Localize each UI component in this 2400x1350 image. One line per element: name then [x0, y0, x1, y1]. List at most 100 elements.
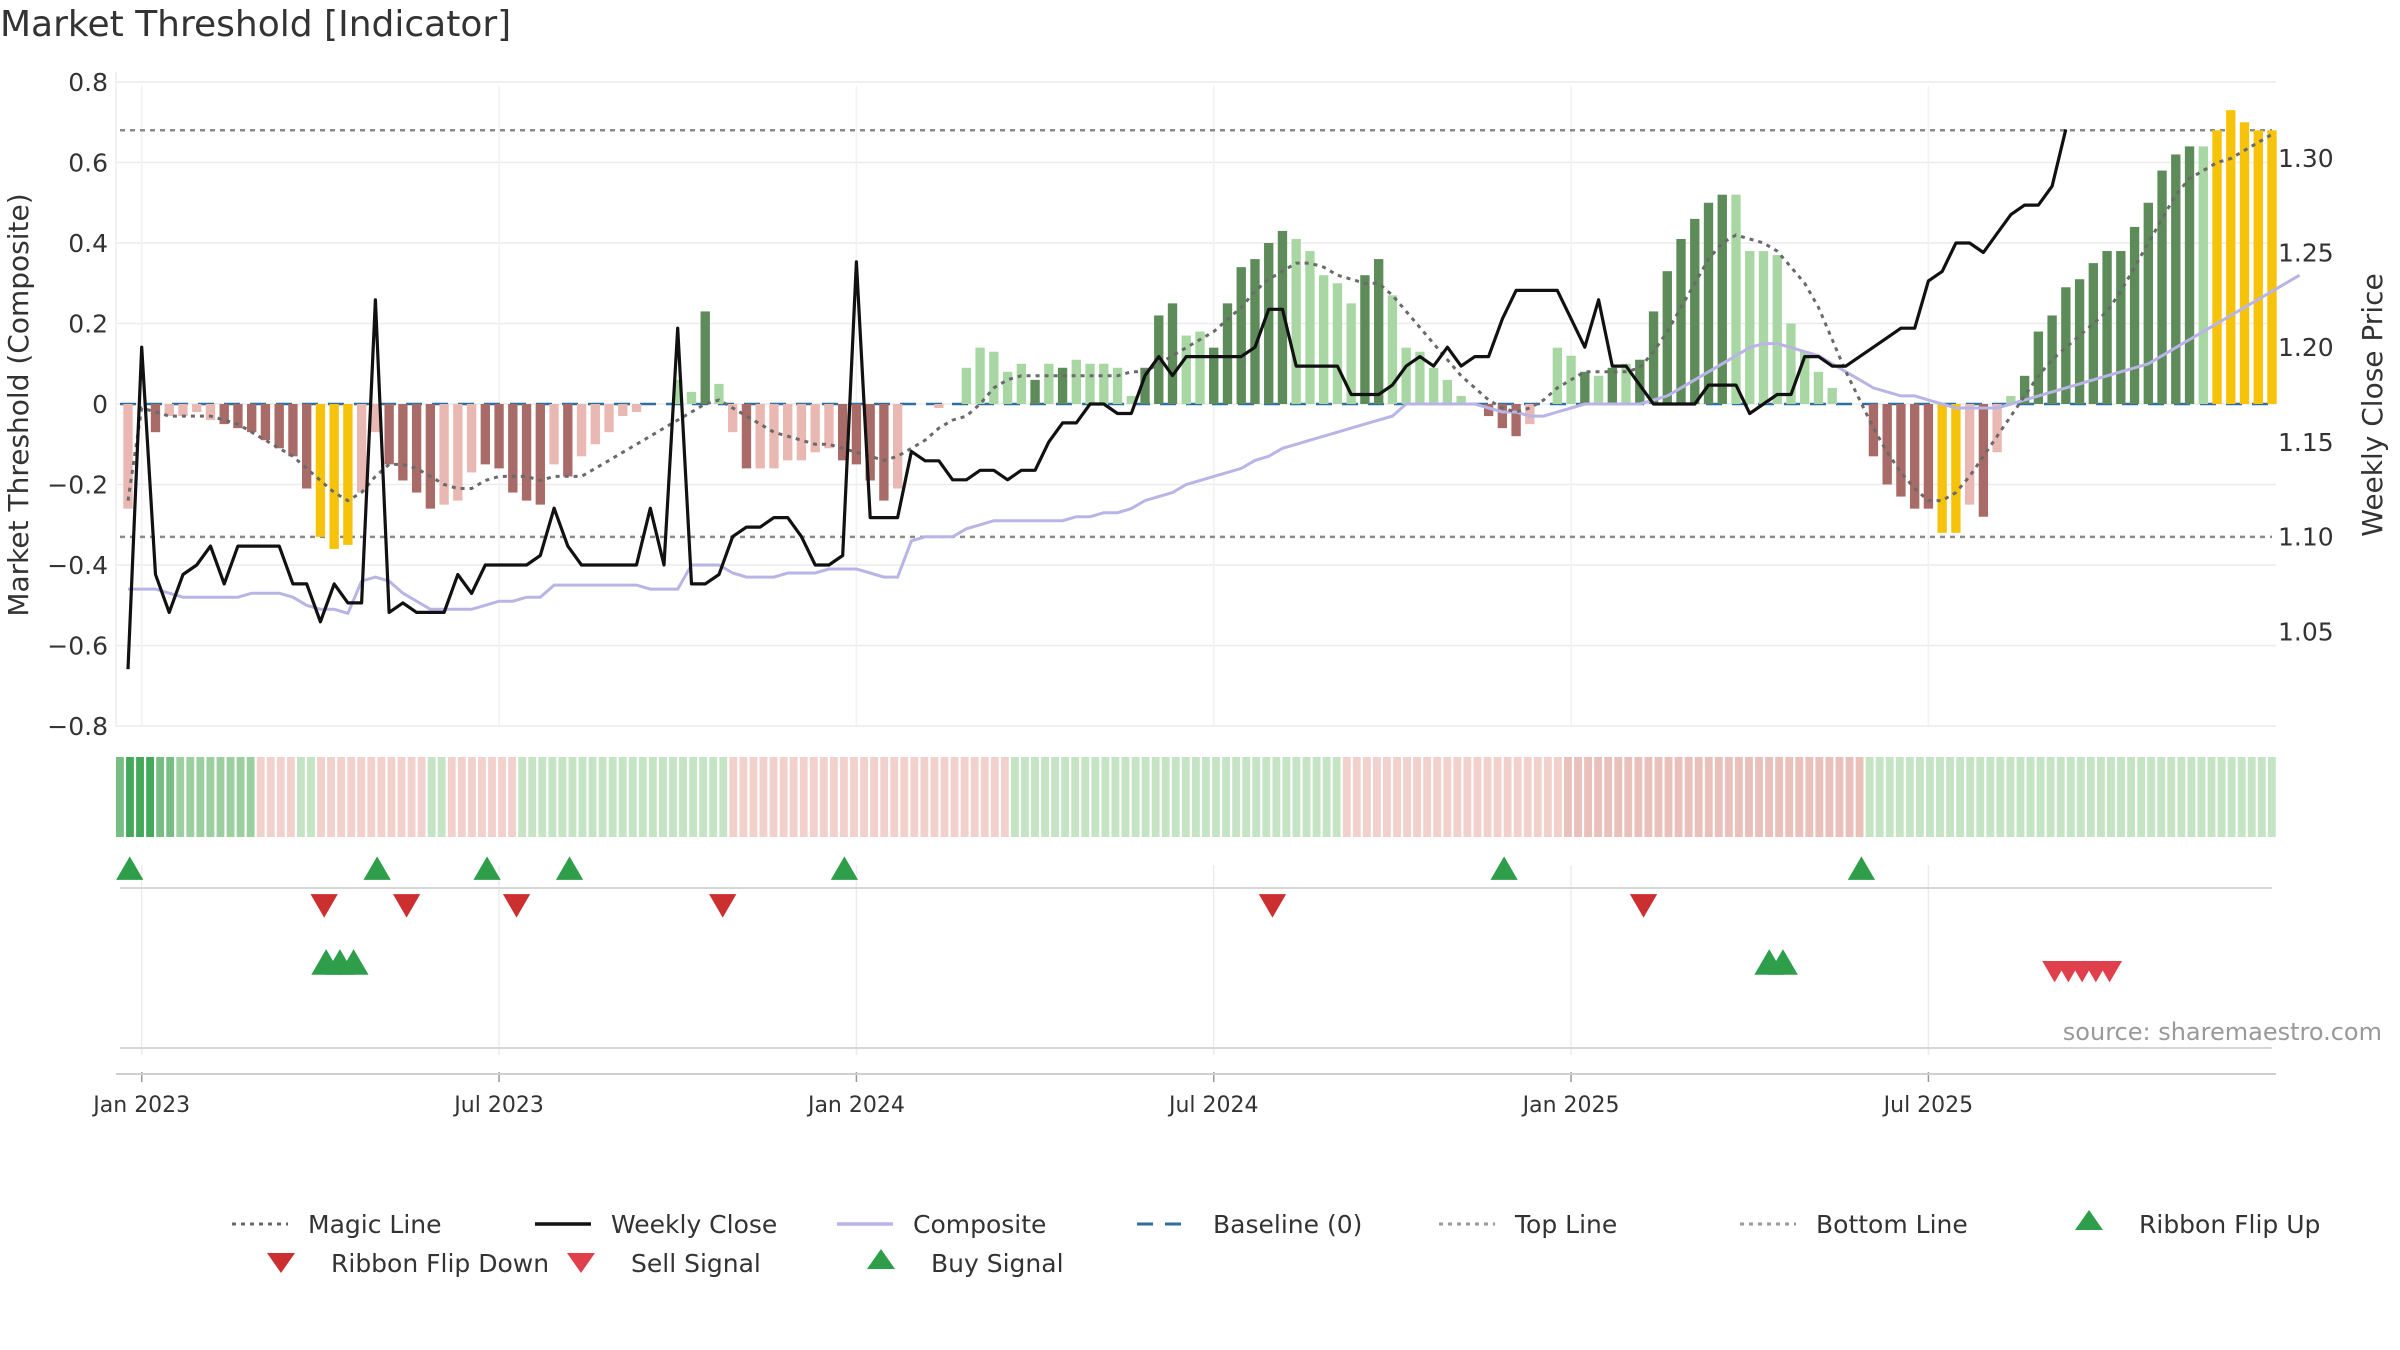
ribbon-cell	[1674, 757, 1683, 837]
ribbon-cell	[2096, 757, 2105, 837]
magic-line	[126, 133, 2273, 503]
ribbon-cell	[2247, 757, 2256, 837]
composite-bar	[714, 383, 724, 404]
ribbon-cell	[1734, 757, 1743, 837]
composite-bar	[769, 404, 779, 469]
composite-bar	[2061, 287, 2071, 404]
ribbon-cell	[1292, 757, 1301, 837]
axes: 0.8 0.6 0.4 0.2 0 −0.2 −0.4 −0.6 −0.8 1.30 1.25 1.2…	[47, 68, 2333, 1118]
ribbon-cell	[1795, 757, 1804, 837]
ribbon-cell	[136, 757, 144, 837]
composite-bar	[494, 404, 504, 469]
composite-bar	[439, 404, 449, 505]
ribbon-cell	[1644, 757, 1653, 837]
composite-bar	[219, 404, 229, 425]
ribbon-cell	[900, 757, 909, 837]
composite-bar	[1731, 194, 1741, 404]
ribbon-cell	[648, 757, 657, 837]
ribbon-cell	[508, 757, 517, 837]
ribbon-cell	[1875, 757, 1884, 837]
ribbon-cell	[317, 757, 325, 837]
ribbon-cell	[457, 757, 466, 837]
ribbon-cell	[1946, 757, 1955, 837]
ribbon-flip-down-marker	[1258, 894, 1287, 918]
ribbon-cell	[1634, 757, 1643, 837]
composite-bar	[508, 404, 518, 493]
ribbon-cell	[709, 757, 718, 837]
composite-bar	[741, 404, 752, 469]
composite-bar	[631, 404, 642, 413]
legend-item: Ribbon Flip Down	[267, 1249, 549, 1278]
ribbon-cell	[196, 757, 205, 837]
y-tick-label: −0.6	[47, 632, 108, 661]
composite-bar	[1319, 275, 1329, 404]
ribbon-cell	[2147, 757, 2156, 837]
ribbon-cell	[588, 757, 597, 837]
ribbon-cell	[1010, 757, 1019, 837]
ribbon-cell	[2016, 757, 2025, 837]
composite-bar	[1140, 367, 1150, 404]
ribbon-cell	[719, 757, 728, 837]
ribbon-flip-down-marker	[392, 894, 421, 918]
ribbon-cell	[1724, 757, 1733, 837]
ribbon-cell	[1996, 757, 2005, 837]
ribbon-cell	[1966, 757, 1975, 837]
ribbon-cell	[1202, 757, 1210, 837]
composite-bar	[301, 404, 312, 489]
composite-bar	[1428, 367, 1439, 404]
ribbon-flip-down-marker	[502, 894, 531, 918]
composite-bar	[1635, 359, 1645, 404]
ribbon-cell	[276, 757, 285, 837]
ribbon-cell	[2217, 757, 2226, 837]
ribbon-cell	[1905, 757, 1914, 837]
ribbon-cell	[417, 757, 426, 837]
composite-bar	[563, 404, 573, 477]
legend-item: Weekly Close	[535, 1210, 777, 1239]
ribbon-cell	[1624, 757, 1633, 837]
ribbon-cell	[880, 757, 889, 837]
ribbon-flip-down-marker	[709, 894, 737, 918]
ribbon-cell	[1604, 757, 1613, 837]
ribbon-cell	[2267, 757, 2276, 837]
composite-bar	[1483, 404, 1494, 417]
ribbon-cell	[1262, 757, 1271, 837]
ribbon-cell	[1111, 757, 1120, 837]
composite-bar	[1593, 375, 1604, 404]
ribbon-cell	[799, 757, 808, 837]
ribbon-cell	[1222, 757, 1230, 837]
y-tick-label: −0.4	[47, 551, 108, 580]
composite-bar	[1002, 371, 1013, 404]
composite-bar	[576, 404, 587, 457]
composite-bar	[2129, 226, 2140, 404]
ribbon-cell	[1232, 757, 1241, 837]
composite-bar	[1992, 404, 2002, 453]
composite-bar	[1909, 404, 1920, 509]
composite-bar	[2006, 395, 2016, 404]
ribbon-cell	[1322, 757, 1331, 837]
ribbon-cell	[1584, 757, 1592, 837]
composite-bar	[1291, 238, 1301, 404]
ribbon-cell	[447, 757, 456, 837]
ribbon-cell	[1523, 757, 1532, 837]
ribbon-flip-up-marker	[830, 856, 859, 880]
composite-bar	[1044, 363, 1054, 404]
ribbon-cell	[1714, 757, 1723, 837]
ribbon-cell	[1000, 757, 1009, 837]
composite-bar	[1057, 367, 1068, 404]
composite-bar	[961, 367, 972, 404]
legend-label: Composite	[913, 1210, 1046, 1239]
ribbon-cell	[1171, 757, 1180, 837]
ribbon-cell	[1282, 757, 1291, 837]
ribbon-cell	[1755, 757, 1763, 837]
composite-bar	[2102, 251, 2112, 404]
composite-bar	[1085, 363, 1095, 404]
ribbon-cell	[1071, 757, 1080, 837]
ribbon-cell	[1976, 757, 1985, 837]
composite-bar	[1690, 218, 1700, 404]
ribbon-cell	[2177, 757, 2186, 837]
composite-bar	[1717, 194, 1727, 404]
y-axis-label: Market Threshold (Composite)	[2, 193, 35, 616]
ribbon-cell	[829, 757, 838, 837]
ribbon-cell	[327, 757, 336, 837]
legend: Magic Line Weekly Close Composite Baseline …	[232, 1210, 2320, 1278]
